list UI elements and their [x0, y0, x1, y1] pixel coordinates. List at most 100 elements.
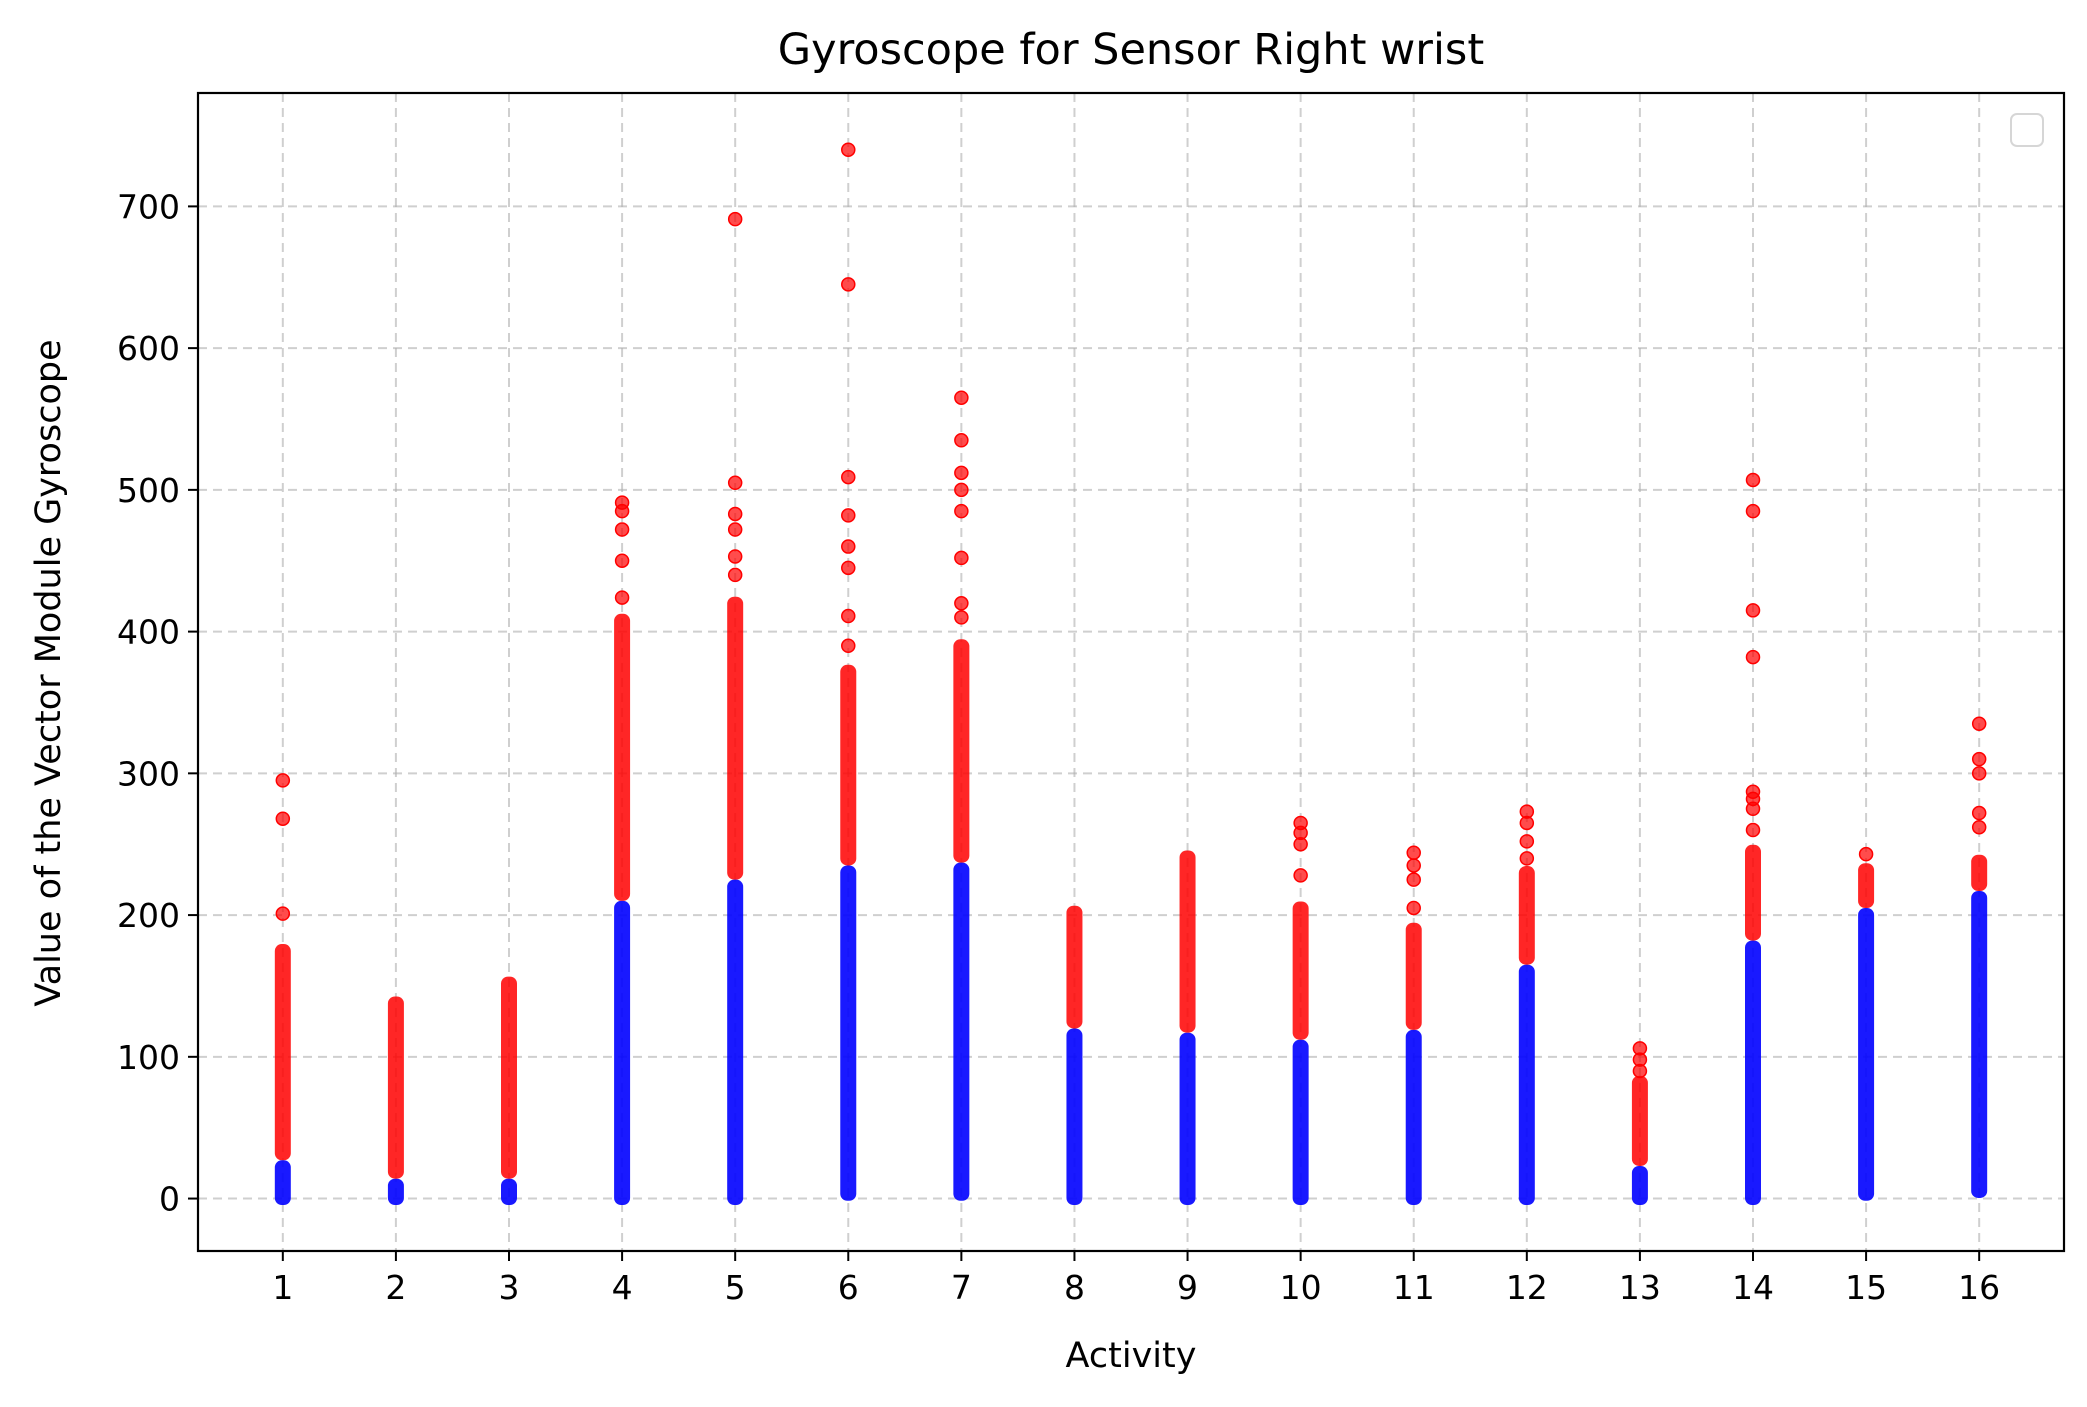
red-outlier-point — [1971, 766, 1987, 781]
red-outlier-point — [954, 390, 969, 405]
red-points-band — [1405, 922, 1422, 1030]
red-points-band — [840, 664, 857, 866]
x-tick-label: 7 — [951, 1268, 972, 1307]
red-outlier-point — [1745, 503, 1761, 519]
x-tick-label: 14 — [1732, 1268, 1774, 1307]
red-points-band — [1179, 850, 1196, 1033]
x-tick-label: 6 — [838, 1268, 859, 1307]
red-outlier-point — [275, 773, 291, 788]
red-outlier-point — [1293, 868, 1308, 883]
data-points — [274, 142, 1988, 1206]
blue-points-band — [1179, 1032, 1196, 1206]
red-outlier-point — [1971, 751, 1987, 767]
red-outlier-point — [954, 465, 969, 481]
red-outlier-point — [614, 522, 630, 537]
y-axis-ticks: 0 100 200 300 400 500 600 700 — [117, 187, 198, 1219]
red-outlier-point — [1406, 858, 1421, 873]
red-outlier-point — [954, 550, 969, 566]
red-points-band — [387, 996, 404, 1179]
blue-points-band — [1405, 1029, 1422, 1206]
red-outlier-point — [614, 590, 630, 605]
red-outlier-point — [841, 508, 856, 523]
red-outlier-point — [841, 469, 856, 485]
red-outlier-point — [727, 549, 743, 564]
plot-frame — [196, 91, 2066, 1253]
red-outlier-point — [727, 506, 743, 522]
red-outlier-point — [1632, 1041, 1648, 1056]
red-points-band — [614, 613, 631, 901]
red-outlier-point — [841, 560, 856, 576]
red-outlier-point — [275, 811, 291, 826]
red-outlier-point — [1406, 845, 1421, 860]
x-tick-label: 8 — [1064, 1268, 1085, 1307]
red-points-band — [1518, 866, 1535, 965]
red-points-band — [953, 639, 970, 863]
red-outlier-point — [727, 522, 743, 537]
red-outlier-point — [614, 553, 630, 568]
y-tick-label: 200 — [117, 896, 180, 935]
x-tick-label: 9 — [1177, 1268, 1198, 1307]
x-tick-label: 4 — [612, 1268, 633, 1307]
red-outlier-point — [841, 142, 856, 157]
red-outlier-point — [1971, 805, 1987, 821]
red-outlier-point — [1293, 815, 1308, 831]
x-axis-ticks: 1 2 3 4 5 6 7 8 9 10 11 12 13 14 15 16 — [272, 1251, 2000, 1307]
red-points-band — [1971, 854, 1988, 891]
chart-title: Gyroscope for Sensor Right wrist — [778, 25, 1484, 75]
y-tick-label: 300 — [117, 754, 180, 793]
y-tick-label: 500 — [117, 471, 180, 510]
y-tick-label: 600 — [117, 329, 180, 368]
red-outlier-point — [1406, 872, 1421, 887]
red-points-band — [1858, 863, 1875, 908]
blue-points-band — [387, 1178, 404, 1206]
red-outlier-point — [1745, 649, 1761, 665]
x-tick-label: 3 — [499, 1268, 520, 1307]
red-points-band — [501, 976, 517, 1179]
red-outlier-point — [1519, 834, 1535, 849]
red-points-band — [1292, 901, 1309, 1040]
x-tick-label: 16 — [1958, 1268, 2000, 1307]
x-tick-label: 11 — [1393, 1268, 1435, 1307]
red-points-band — [1745, 844, 1761, 941]
x-tick-label: 10 — [1280, 1268, 1322, 1307]
blue-points-band — [1745, 940, 1761, 1206]
red-points-band — [1631, 1075, 1648, 1166]
red-outlier-point — [1519, 851, 1535, 866]
blue-points-band — [953, 862, 970, 1201]
red-outlier-point — [1745, 603, 1761, 618]
red-points-band — [274, 944, 291, 1161]
red-outlier-point — [727, 211, 743, 227]
blue-points-band — [1858, 907, 1875, 1201]
blue-points-band — [727, 879, 744, 1206]
red-outlier-point — [1745, 822, 1761, 838]
blue-points-band — [274, 1160, 291, 1206]
x-tick-label: 13 — [1619, 1268, 1661, 1307]
red-outlier-point — [1745, 472, 1761, 488]
red-outlier-point — [1971, 819, 1987, 835]
legend-box — [2010, 113, 2044, 147]
blue-points-band — [1066, 1028, 1083, 1206]
blue-points-band — [614, 900, 631, 1206]
red-outlier-point — [954, 433, 969, 448]
red-points-band — [1066, 905, 1083, 1029]
y-tick-label: 700 — [117, 187, 180, 226]
red-outlier-point — [841, 608, 856, 624]
blue-points-band — [1518, 964, 1535, 1206]
x-tick-label: 1 — [272, 1268, 293, 1307]
blue-points-band — [840, 865, 857, 1201]
red-points-band — [727, 596, 744, 880]
red-outlier-point — [841, 539, 856, 554]
x-tick-label: 12 — [1506, 1268, 1548, 1307]
x-axis-label: Activity — [1066, 1336, 1197, 1376]
red-outlier-point — [841, 277, 856, 292]
y-axis-label: Value of the Vector Module Gyroscope — [29, 339, 69, 1006]
blue-points-band — [1971, 890, 1988, 1198]
x-tick-label: 15 — [1845, 1268, 1887, 1307]
red-outlier-point — [841, 638, 856, 654]
red-outlier-point — [954, 596, 969, 611]
blue-points-band — [1292, 1039, 1309, 1206]
red-outlier-point — [954, 503, 969, 519]
y-tick-label: 0 — [159, 1180, 180, 1219]
